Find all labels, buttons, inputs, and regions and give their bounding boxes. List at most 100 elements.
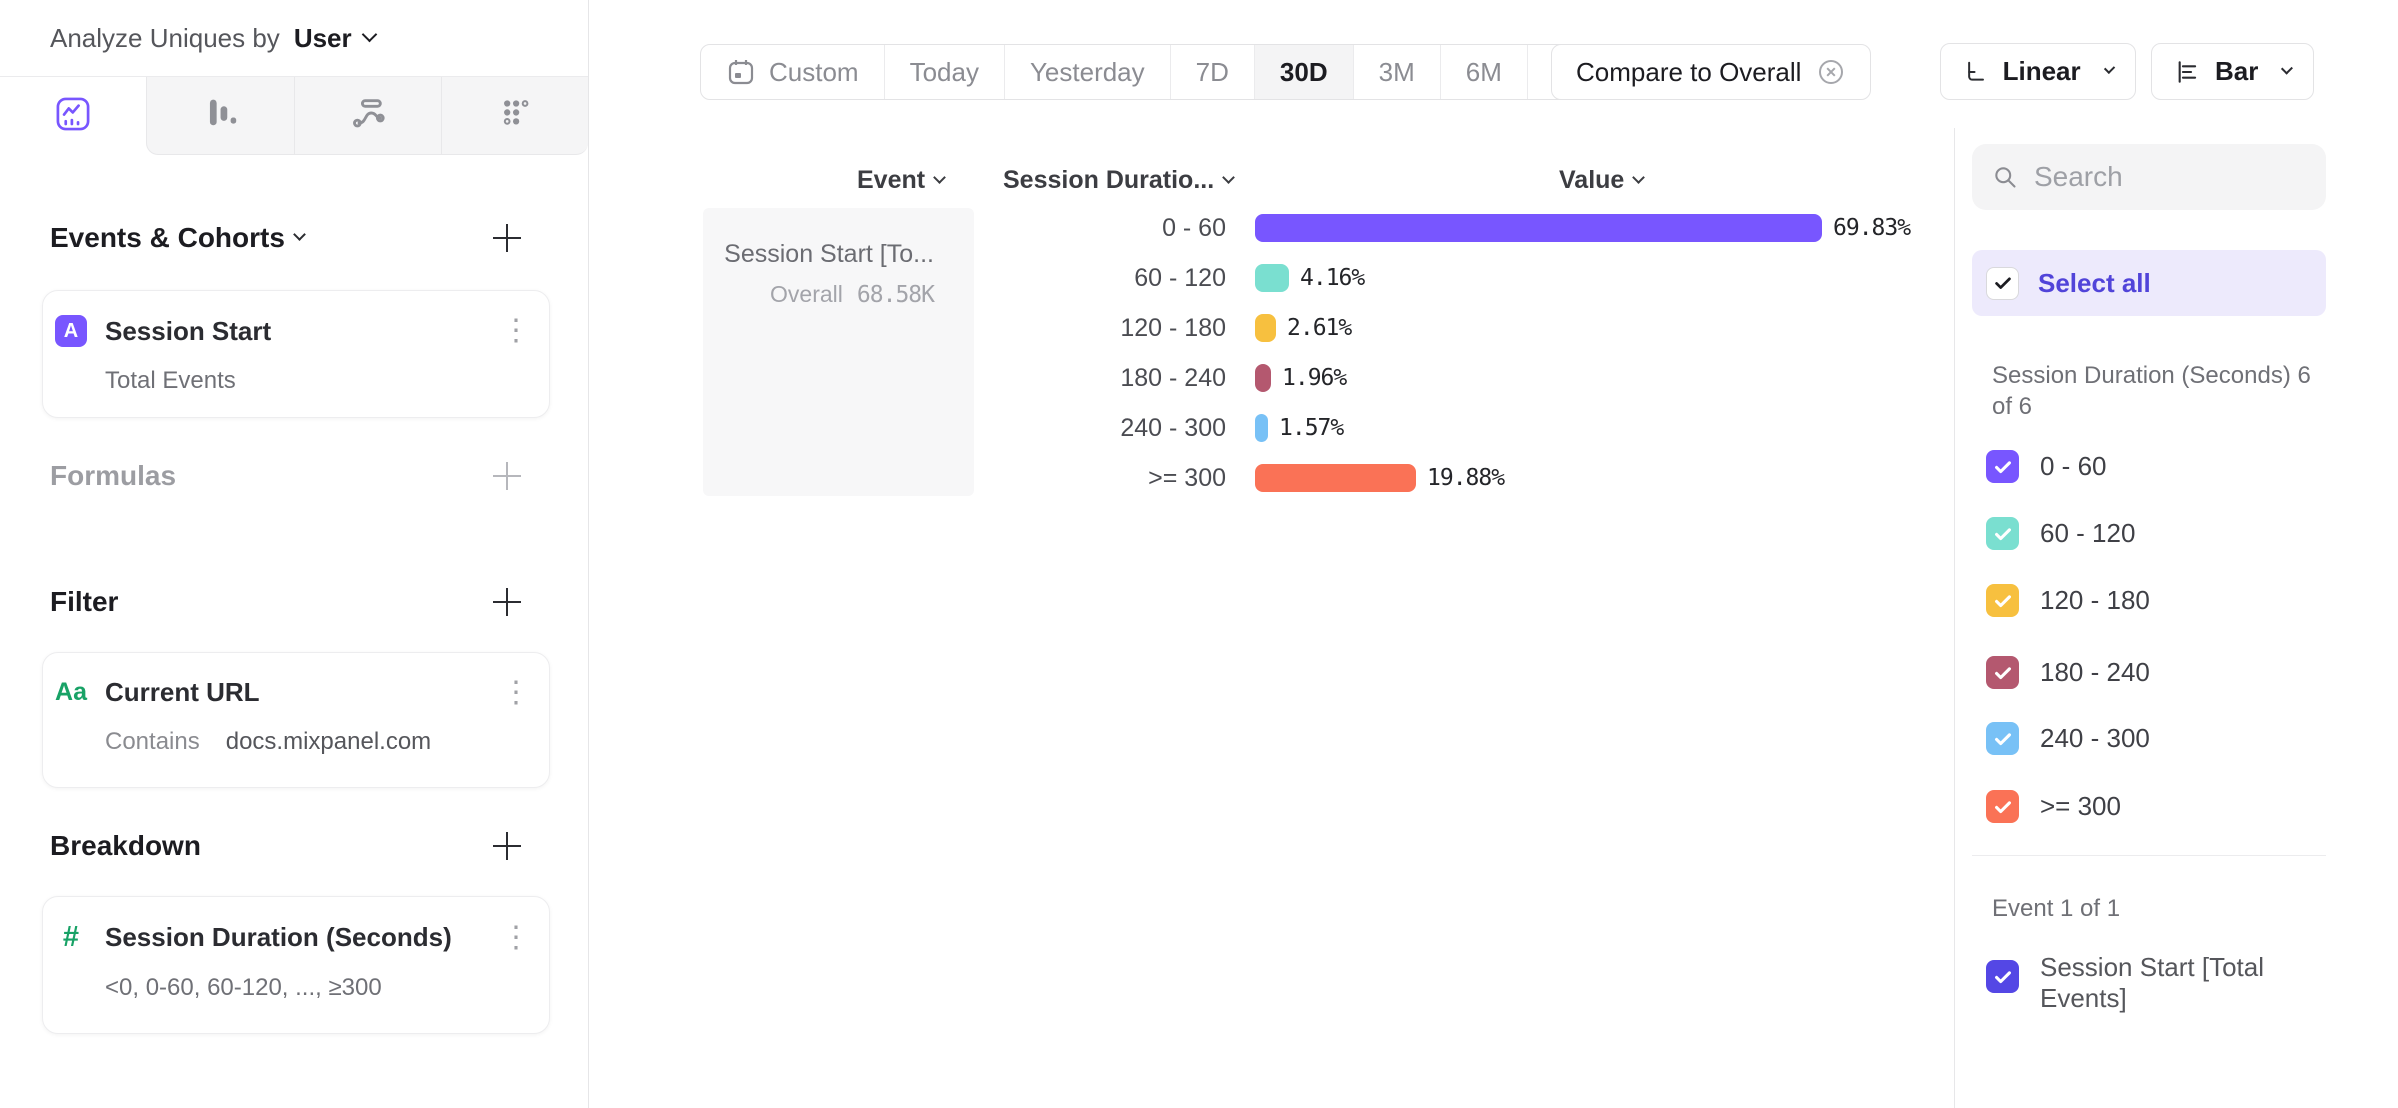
legend-range-checkbox[interactable] (1986, 722, 2019, 755)
tab-flows[interactable] (293, 77, 441, 155)
legend-range-item[interactable]: 240 - 300 (1986, 722, 2150, 755)
legend-range-item[interactable]: 60 - 120 (1986, 517, 2135, 550)
calendar-icon (726, 57, 756, 87)
legend-range-item[interactable]: 180 - 240 (1986, 656, 2150, 689)
query-builder-sidebar: Analyze Uniques by User Events & Cohorts… (0, 0, 589, 1108)
bar-fill[interactable] (1255, 464, 1416, 492)
search-input[interactable] (2033, 161, 2306, 193)
breakdown-card-session-duration[interactable]: # Session Duration (Seconds) <0, 0-60, 6… (42, 896, 550, 1034)
bar-category-label: 120 - 180 (1120, 313, 1226, 342)
event-card-session-start[interactable]: A Session Start Total Events (42, 290, 550, 418)
date-range-7d[interactable]: 7D (1169, 45, 1254, 99)
bar-row[interactable]: 120 - 180 2.61% (960, 313, 1352, 343)
column-header-event[interactable]: Event (857, 166, 946, 195)
select-all-row[interactable]: Select all (1972, 250, 2326, 316)
breakdown-card-subtitle[interactable]: <0, 0-60, 60-120, ..., ≥300 (105, 974, 382, 1001)
bar-category-label: 60 - 120 (1134, 263, 1226, 292)
bar-category-label: 180 - 240 (1120, 363, 1226, 392)
filter-operator[interactable]: Contains (105, 728, 200, 755)
date-range-label: Custom (769, 56, 859, 87)
event-card-subtitle[interactable]: Total Events (105, 367, 236, 394)
event-group-label: Event 1 of 1 (1992, 895, 2121, 922)
bar-fill[interactable] (1255, 314, 1276, 342)
select-all-checkbox[interactable] (1986, 266, 2019, 300)
event-summary-panel[interactable]: Session Start [To... Overall 68.58K (703, 208, 974, 496)
bar-fill[interactable] (1255, 214, 1822, 242)
overall-value: 68.58K (856, 282, 935, 308)
breakdown-card-title[interactable]: Session Duration (Seconds) (105, 922, 452, 952)
overall-label: Overall (770, 281, 843, 307)
tab-retention[interactable] (440, 77, 588, 155)
bar-row[interactable]: 240 - 300 1.57% (960, 413, 1344, 443)
breakdown-group-label: Session Duration (Seconds) 6 of 6 (1992, 362, 2311, 420)
compare-to-overall-chip[interactable]: Compare to Overall (1551, 44, 1872, 100)
formulas-header: Formulas (50, 460, 522, 492)
legend-event-item[interactable]: Session Start [Total Events] (1986, 952, 2272, 1014)
date-range-label: 6M (1465, 56, 1502, 87)
bar-fill[interactable] (1255, 264, 1289, 292)
date-range-label: 30D (1279, 56, 1328, 87)
chevron-down-icon[interactable] (293, 228, 306, 241)
filter-header: Filter (50, 586, 522, 618)
bar-row[interactable]: >= 300 19.88% (960, 463, 1505, 493)
date-range-today[interactable]: Today (883, 45, 1004, 99)
chart-type-button[interactable]: Bar (2151, 43, 2314, 100)
chevron-down-icon (361, 26, 377, 43)
event-letter-badge: A (55, 315, 87, 347)
kebab-menu-icon[interactable] (501, 678, 531, 708)
bar-row[interactable]: 0 - 60 69.83% (960, 213, 1911, 243)
date-range-yesterday[interactable]: Yesterday (1003, 45, 1170, 99)
analyze-label: Analyze Uniques by (50, 22, 280, 53)
date-range-6m[interactable]: 6M (1439, 45, 1527, 99)
add-breakdown-button[interactable] (492, 831, 522, 861)
bar-fill[interactable] (1255, 414, 1268, 442)
legend-range-checkbox[interactable] (1986, 790, 2019, 823)
legend-event-checkbox[interactable] (1986, 960, 2019, 993)
bar-fill[interactable] (1255, 364, 1271, 392)
add-formula-button[interactable] (492, 461, 522, 491)
tab-funnels[interactable] (146, 77, 294, 155)
legend-range-checkbox[interactable] (1986, 450, 2019, 483)
analyze-value-dropdown[interactable]: User (293, 22, 352, 53)
chevron-down-icon (1222, 170, 1236, 184)
legend-range-checkbox[interactable] (1986, 584, 2019, 617)
add-event-button[interactable] (492, 223, 522, 253)
legend-range-label: 120 - 180 (2040, 585, 2150, 615)
kebab-menu-icon[interactable] (501, 316, 531, 346)
date-range-3m[interactable]: 3M (1352, 45, 1440, 99)
filter-card-current-url[interactable]: Aa Current URL Contains docs.mixpanel.com (42, 652, 550, 788)
legend-range-item[interactable]: 120 - 180 (1986, 584, 2150, 617)
legend-range-label: >= 300 (2040, 791, 2121, 821)
dismiss-circle-x-icon[interactable] (1816, 57, 1846, 87)
insights-chart-icon (54, 95, 92, 138)
legend-range-item[interactable]: >= 300 (1986, 790, 2121, 823)
date-range-custom[interactable]: Custom (701, 45, 884, 99)
date-range-label: Yesterday (1029, 56, 1145, 87)
chevron-down-icon (2281, 62, 2294, 74)
retention-grid-icon (496, 94, 534, 137)
legend-range-checkbox[interactable] (1986, 656, 2019, 689)
legend-range-label: 180 - 240 (2040, 657, 2150, 687)
filter-value[interactable]: docs.mixpanel.com (225, 728, 432, 755)
add-filter-button[interactable] (492, 587, 522, 617)
date-range-label: Today (909, 56, 979, 87)
column-header-breakdown[interactable]: Session Duratio... (1003, 166, 1236, 195)
filter-card-title[interactable]: Current URL (105, 677, 260, 707)
date-range-30d[interactable]: 30D (1253, 45, 1353, 99)
bar-category-label: >= 300 (1148, 463, 1226, 492)
tab-insights[interactable] (0, 77, 146, 155)
compare-chip-label: Compare to Overall (1576, 56, 1802, 87)
legend-search[interactable] (1972, 144, 2326, 210)
legend-range-item[interactable]: 0 - 60 (1986, 450, 2107, 483)
bar-value-label: 4.16% (1300, 265, 1365, 291)
event-summary-title: Session Start [To... (724, 240, 934, 268)
bar-row[interactable]: 60 - 120 4.16% (960, 263, 1365, 293)
bar-row[interactable]: 180 - 240 1.96% (960, 363, 1347, 393)
analyze-uniques-row: Analyze Uniques by User (0, 0, 588, 77)
check-icon (1994, 970, 2011, 983)
column-header-value[interactable]: Value (1559, 166, 1646, 195)
kebab-menu-icon[interactable] (501, 923, 531, 953)
event-card-title[interactable]: Session Start (105, 315, 272, 346)
scale-selector-button[interactable]: Linear (1940, 43, 2136, 100)
legend-range-checkbox[interactable] (1986, 517, 2019, 550)
